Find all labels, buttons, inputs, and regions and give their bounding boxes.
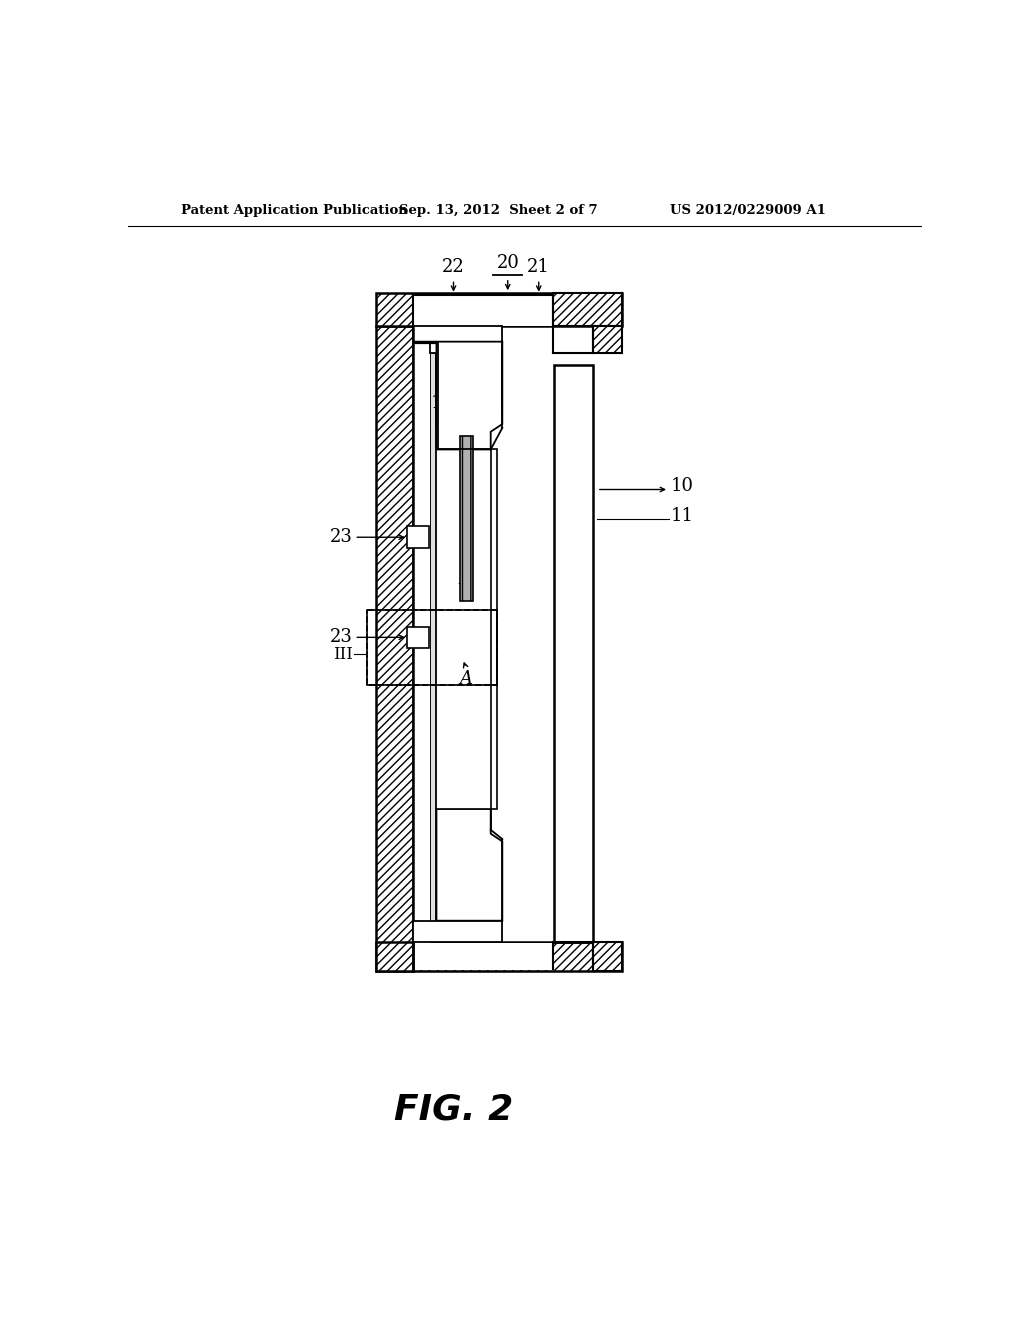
Text: 10: 10 [671,477,693,495]
Text: III: III [333,645,352,663]
Bar [414,294,553,326]
Bar [414,942,553,970]
Bar [376,326,414,970]
Text: 23: 23 [330,528,352,546]
Polygon shape [414,342,503,449]
Bar [490,449,497,809]
Bar [407,627,429,648]
Polygon shape [414,921,503,942]
Text: FIG. 2: FIG. 2 [394,1093,513,1126]
Bar [593,942,623,970]
Text: 20: 20 [497,255,519,272]
Text: 23: 23 [330,628,352,647]
Polygon shape [436,809,503,921]
Bar [367,610,497,685]
Bar [376,293,623,326]
Text: A: A [460,570,472,587]
Text: Patent Application Publication: Patent Application Publication [180,205,408,218]
Text: US 2012/0229009 A1: US 2012/0229009 A1 [671,205,826,218]
Bar [367,610,497,685]
Text: 22: 22 [442,259,465,276]
Text: A: A [460,669,472,688]
Bar [430,354,436,970]
Bar [407,527,429,548]
Bar [593,326,623,354]
Bar [554,364,593,942]
Bar [460,436,473,601]
Text: 12: 12 [430,395,454,412]
Polygon shape [414,326,503,342]
Bar [414,327,430,970]
Text: Sep. 13, 2012  Sheet 2 of 7: Sep. 13, 2012 Sheet 2 of 7 [399,205,598,218]
Bar [376,942,623,970]
Text: 11: 11 [671,507,693,525]
Text: 21: 21 [527,259,550,276]
Bar [553,293,623,326]
Polygon shape [430,342,503,428]
